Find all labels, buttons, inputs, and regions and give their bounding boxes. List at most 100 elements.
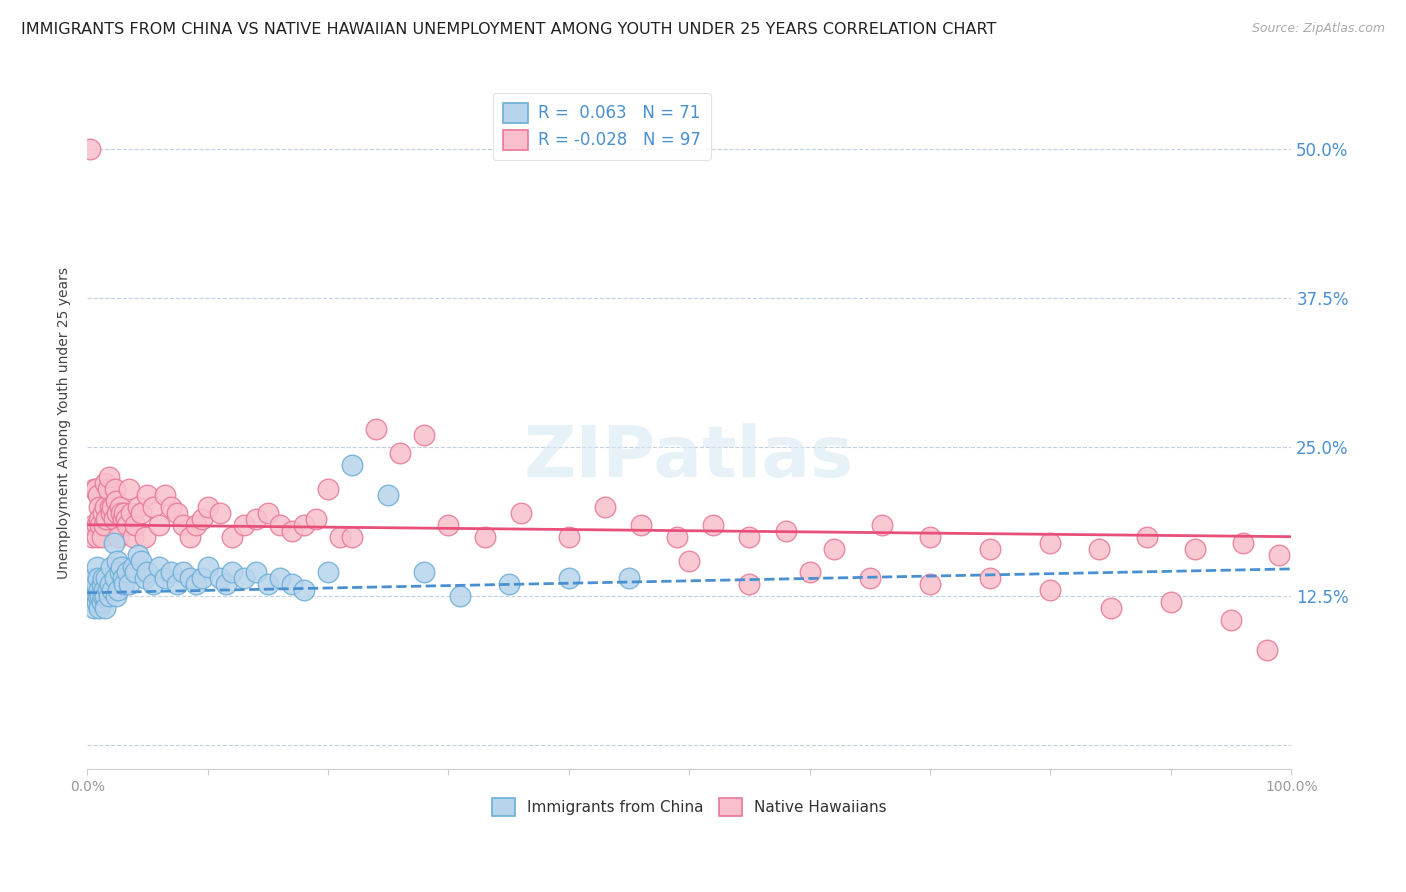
Point [1099,601,1122,615]
Point [86,559,108,574]
Point [94,500,117,514]
Point [1232,535,1254,549]
Point [799,566,821,580]
Point [281,577,304,591]
Point [110,506,132,520]
Point [90,595,112,609]
Point [617,571,640,585]
Point [90,577,112,591]
Point [221,530,243,544]
Point [80,590,103,604]
Point [136,488,159,502]
Point [678,553,700,567]
Point [166,577,188,591]
Point [98,500,121,514]
Point [134,571,156,585]
Point [166,506,188,520]
Point [107,583,129,598]
Point [184,577,207,591]
Point [100,506,122,520]
Point [184,517,207,532]
Point [155,571,177,585]
Point [105,553,128,567]
Point [97,583,120,598]
Point [98,577,121,591]
Point [173,566,195,580]
Point [84,482,107,496]
Point [329,530,352,544]
Point [738,530,761,544]
Point [775,524,797,538]
Point [292,517,315,532]
Point [245,512,267,526]
Point [142,500,165,514]
Point [630,517,652,532]
Point [256,577,278,591]
Point [1087,541,1109,556]
Point [449,590,471,604]
Point [155,488,177,502]
Point [1256,643,1278,657]
Point [127,548,149,562]
Point [94,590,117,604]
Point [142,577,165,591]
Point [105,506,128,520]
Point [83,601,105,615]
Point [593,500,616,514]
Point [269,571,291,585]
Point [190,512,212,526]
Point [103,512,125,526]
Point [84,590,107,604]
Point [89,517,111,532]
Point [245,566,267,580]
Point [115,566,138,580]
Point [114,506,136,520]
Point [87,590,110,604]
Point [100,559,122,574]
Point [1039,535,1062,549]
Point [118,482,141,496]
Point [340,530,363,544]
Point [316,482,339,496]
Point [118,577,141,591]
Text: IMMIGRANTS FROM CHINA VS NATIVE HAWAIIAN UNEMPLOYMENT AMONG YOUTH UNDER 25 YEARS: IMMIGRANTS FROM CHINA VS NATIVE HAWAIIAN… [21,22,997,37]
Point [91,571,114,585]
Point [97,470,120,484]
Point [214,577,236,591]
Point [104,571,127,585]
Point [80,595,103,609]
Point [558,530,581,544]
Legend: Immigrants from China, Native Hawaiians: Immigrants from China, Native Hawaiians [484,790,894,824]
Point [97,590,120,604]
Point [89,512,111,526]
Point [96,571,118,585]
Point [316,566,339,580]
Point [190,571,212,585]
Point [124,517,146,532]
Point [1268,548,1291,562]
Point [148,517,170,532]
Point [197,559,219,574]
Point [112,512,135,526]
Point [179,530,201,544]
Point [160,566,183,580]
Point [208,571,231,585]
Point [83,482,105,496]
Point [105,494,128,508]
Point [1220,613,1243,627]
Point [389,446,412,460]
Point [920,530,942,544]
Point [702,517,724,532]
Point [97,482,120,496]
Point [89,500,111,514]
Point [89,601,111,615]
Point [474,530,496,544]
Point [292,583,315,598]
Point [221,566,243,580]
Point [107,530,129,544]
Point [89,590,111,604]
Point [122,530,145,544]
Point [131,553,153,567]
Text: Source: ZipAtlas.com: Source: ZipAtlas.com [1251,22,1385,36]
Point [124,566,146,580]
